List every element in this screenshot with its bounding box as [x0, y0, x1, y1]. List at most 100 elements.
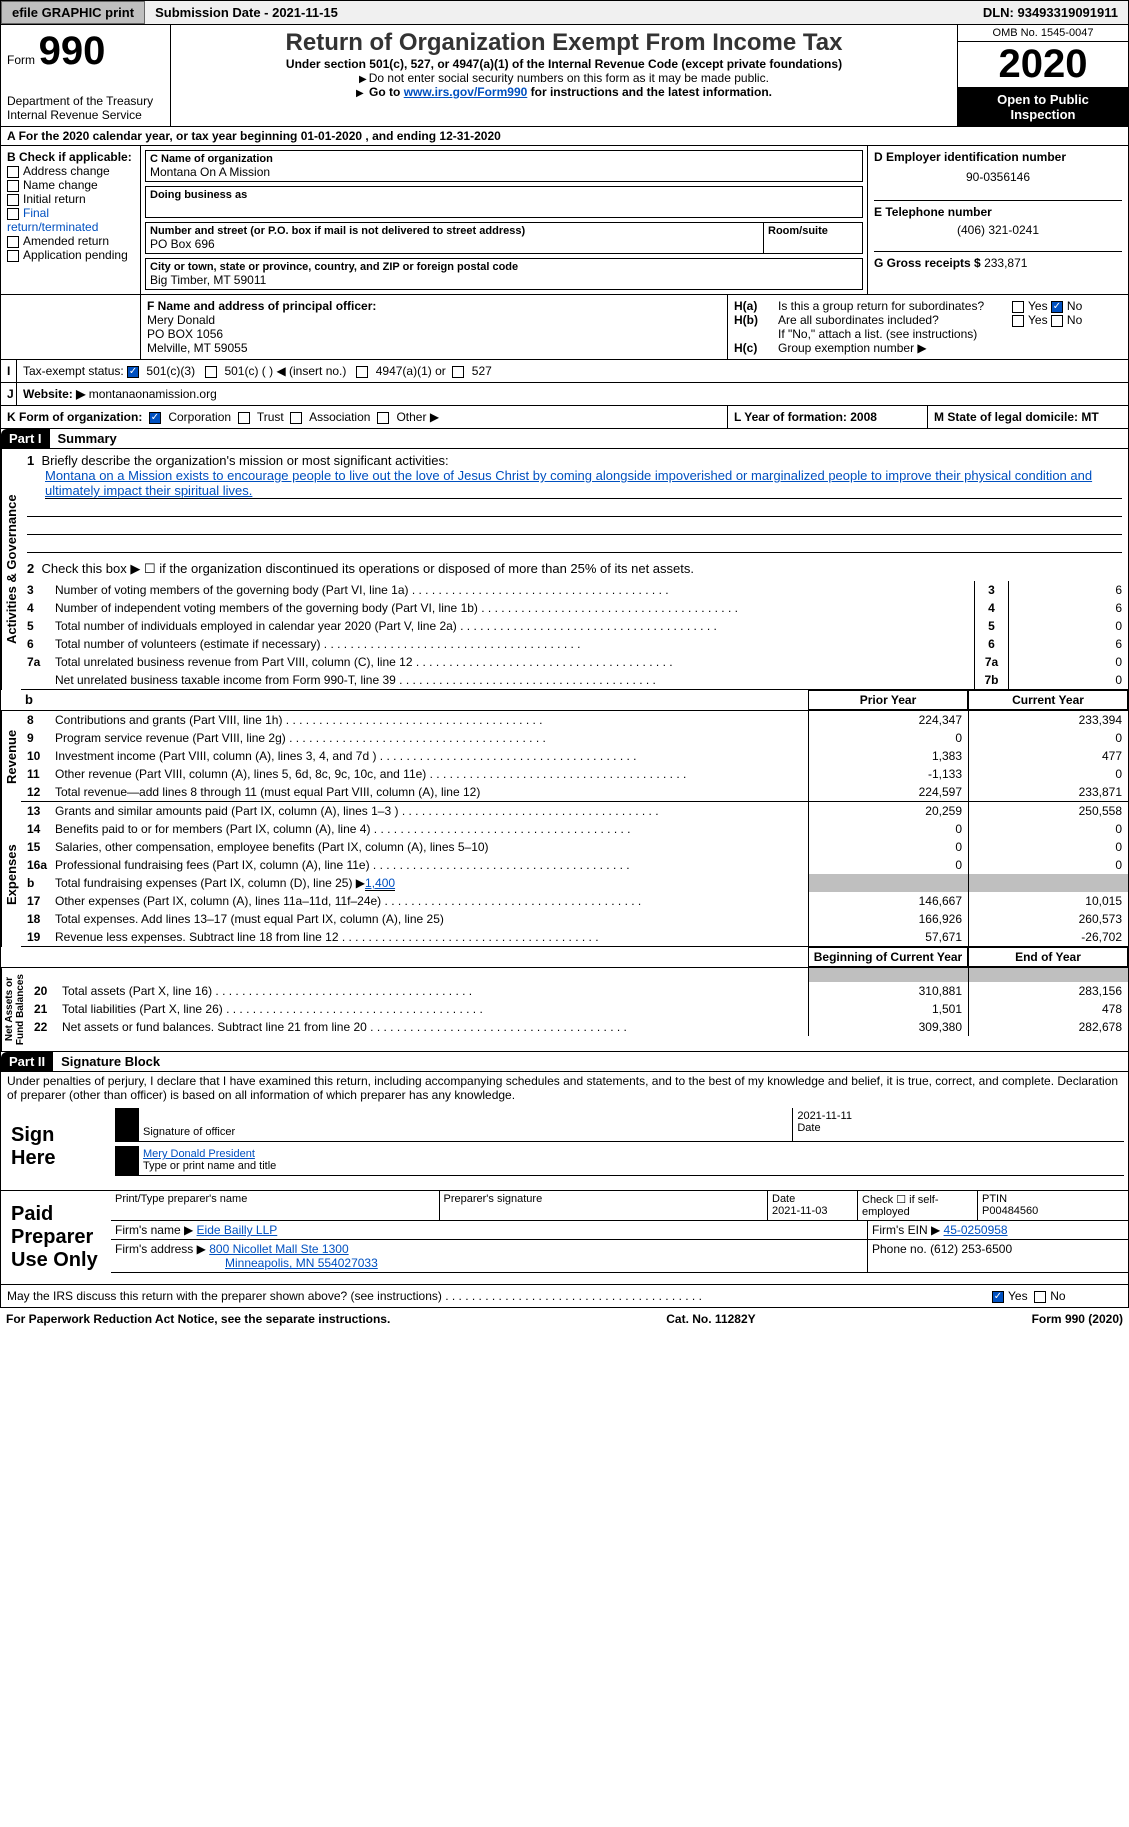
chk-ha-no[interactable]: ✓: [1051, 301, 1063, 313]
form-number: 990: [39, 29, 106, 73]
l12: Total revenue—add lines 8 through 11 (mu…: [55, 785, 480, 799]
chk-501c[interactable]: [205, 366, 217, 378]
perjury-declaration: Under penalties of perjury, I declare th…: [0, 1072, 1129, 1104]
firm-ein[interactable]: 45-0250958: [944, 1223, 1008, 1237]
chk-527[interactable]: [452, 366, 464, 378]
print-prep-label: Print/Type preparer's name: [115, 1193, 435, 1205]
p18: 166,926: [808, 910, 968, 928]
l13: Grants and similar amounts paid (Part IX…: [55, 804, 398, 818]
chk-final-return[interactable]: [7, 208, 19, 220]
state-domicile: M State of legal domicile: MT: [928, 406, 1128, 428]
activities-governance: Activities & Governance 1 Briefly descri…: [0, 449, 1129, 690]
sig-date-label: Date: [797, 1122, 1120, 1134]
section-b-to-g: B Check if applicable: Address change Na…: [0, 146, 1129, 295]
c9: 0: [968, 729, 1128, 747]
p15: 0: [808, 838, 968, 856]
firm-ein-label: Firm's EIN ▶: [872, 1223, 940, 1237]
c22: 282,678: [968, 1018, 1128, 1036]
chk-amended-return[interactable]: [7, 236, 19, 248]
prior-year-header: Prior Year: [808, 690, 968, 710]
tax-year: 2020: [958, 42, 1128, 88]
form990-link[interactable]: www.irs.gov/Form990: [404, 85, 528, 99]
chk-other[interactable]: [377, 412, 389, 424]
mission-text[interactable]: Montana on a Mission exists to encourage…: [45, 468, 1122, 499]
section-f-h: F Name and address of principal officer:…: [0, 295, 1129, 360]
chk-hb-yes[interactable]: [1012, 315, 1024, 327]
part-2-header: Part II Signature Block: [0, 1052, 1129, 1072]
chk-corp[interactable]: ✓: [149, 412, 161, 424]
p21: 1,501: [808, 1000, 968, 1018]
prep-date-label: Date: [772, 1193, 853, 1205]
chk-discuss-yes[interactable]: ✓: [992, 1291, 1004, 1303]
p16a: 0: [808, 856, 968, 874]
website-value: montanaonamission.org: [89, 387, 217, 401]
begin-end-header: Beginning of Current Year End of Year: [0, 947, 1129, 968]
h-b-text: Are all subordinates included?: [778, 313, 1012, 327]
officer-name: Mery Donald: [147, 313, 721, 327]
chk-initial-return[interactable]: [7, 194, 19, 206]
end-year-header: End of Year: [968, 947, 1128, 967]
l16b-val[interactable]: 1,400: [365, 876, 395, 891]
chk-trust[interactable]: [238, 412, 250, 424]
part-2-label: Part II: [1, 1052, 53, 1071]
code-section: Under section 501(c), 527, or 4947(a)(1)…: [177, 57, 951, 71]
officer-addr2: Melville, MT 59055: [147, 341, 721, 355]
v5: 0: [1008, 617, 1128, 635]
gross-receipts: 233,871: [984, 256, 1027, 270]
c10: 477: [968, 747, 1128, 765]
p22: 309,380: [808, 1018, 968, 1036]
firm-name[interactable]: Eide Bailly LLP: [197, 1223, 278, 1237]
part-1-title: Summary: [50, 429, 125, 448]
l19: Revenue less expenses. Subtract line 18 …: [55, 930, 339, 944]
part-1-header: Part I Summary: [0, 429, 1129, 449]
chk-ha-yes[interactable]: [1012, 301, 1024, 313]
firm-addr1[interactable]: 800 Nicollet Mall Ste 1300: [209, 1242, 348, 1256]
v7b: 0: [1008, 671, 1128, 689]
p12: 224,597: [808, 783, 968, 801]
c13: 250,558: [968, 802, 1128, 820]
chk-discuss-no[interactable]: [1034, 1291, 1046, 1303]
revenue-section: Revenue 8Contributions and grants (Part …: [0, 711, 1129, 802]
h-no-attach: If "No," attach a list. (see instruction…: [734, 327, 1122, 341]
c11: 0: [968, 765, 1128, 783]
l3: Number of voting members of the governin…: [55, 583, 409, 597]
chk-address-change[interactable]: [7, 166, 19, 178]
firm-phone: (612) 253-6500: [930, 1242, 1012, 1256]
dept-treasury: Department of the Treasury: [7, 94, 164, 108]
vert-expenses: Expenses: [1, 802, 21, 947]
chk-501c3[interactable]: ✓: [127, 366, 139, 378]
form-word: Form: [7, 53, 35, 67]
line-j: J: [1, 383, 17, 405]
c16a: 0: [968, 856, 1128, 874]
efile-print-button[interactable]: efile GRAPHIC print: [1, 1, 145, 24]
chk-4947[interactable]: [356, 366, 368, 378]
c19: -26,702: [968, 928, 1128, 946]
c17: 10,015: [968, 892, 1128, 910]
v3: 6: [1008, 581, 1128, 599]
box-b-item: Amended return: [23, 234, 109, 248]
p11: -1,133: [808, 765, 968, 783]
l6: Total number of volunteers (estimate if …: [55, 637, 320, 651]
h-c-label: H(c): [734, 341, 778, 355]
l16a: Professional fundraising fees (Part IX, …: [55, 858, 370, 872]
p14: 0: [808, 820, 968, 838]
p20: 310,881: [808, 982, 968, 1000]
part-2-title: Signature Block: [53, 1052, 168, 1071]
c8: 233,394: [968, 711, 1128, 729]
chk-name-change[interactable]: [7, 180, 19, 192]
chk-hb-no[interactable]: [1051, 315, 1063, 327]
officer-name-title[interactable]: Mery Donald President: [143, 1148, 1120, 1160]
h-c-text: Group exemption number ▶: [778, 341, 927, 355]
chk-assoc[interactable]: [290, 412, 302, 424]
box-f-label: F Name and address of principal officer:: [147, 299, 721, 313]
box-b-item: Final return/terminated: [7, 206, 98, 234]
p17: 146,667: [808, 892, 968, 910]
chk-application-pending[interactable]: [7, 250, 19, 262]
firm-addr2[interactable]: Minneapolis, MN 554027033: [225, 1256, 863, 1270]
prep-date-val: 2021-11-03: [772, 1205, 853, 1217]
expenses-section: Expenses 13Grants and similar amounts pa…: [0, 802, 1129, 947]
line-i: I: [1, 360, 17, 382]
v7a: 0: [1008, 653, 1128, 671]
form-title: Return of Organization Exempt From Incom…: [177, 29, 951, 57]
net-assets-section: Net Assets or Fund Balances 20Total asse…: [0, 968, 1129, 1052]
